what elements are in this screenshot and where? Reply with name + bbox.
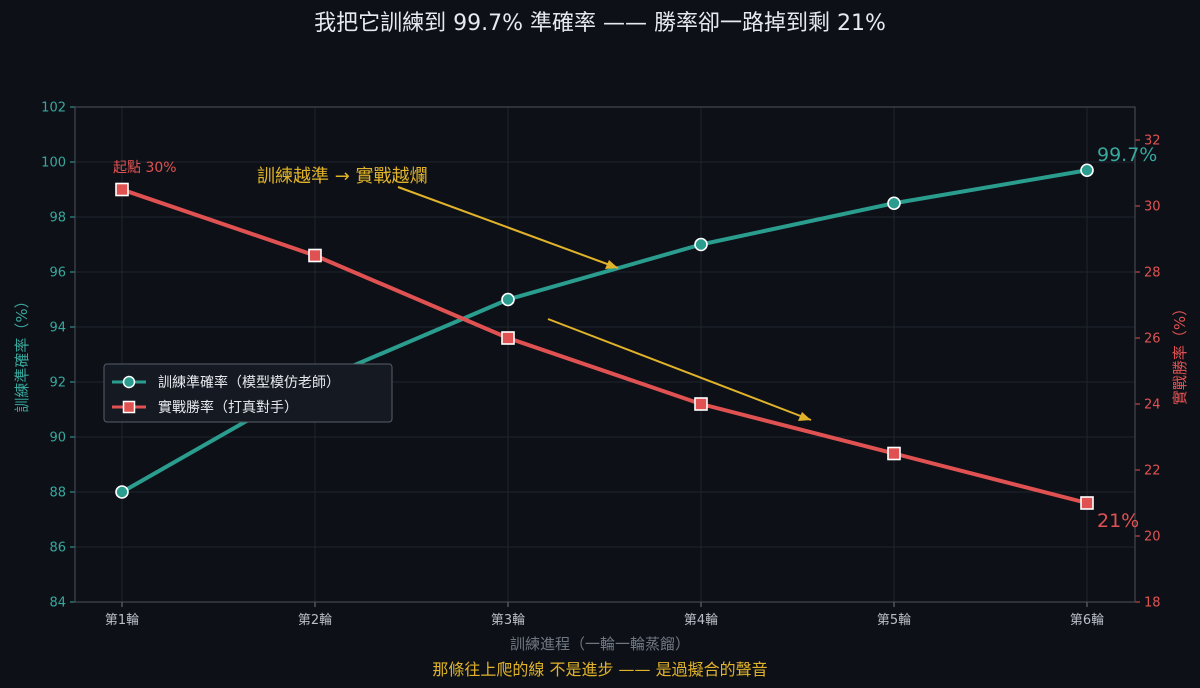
data-point-accuracy: [887, 196, 901, 211]
y-tick-label-right: 22: [1144, 464, 1161, 479]
annotation-arrow-1: [397, 186, 619, 269]
y-tick-label-left: 96: [49, 266, 66, 281]
y-tick-label-right: 24: [1144, 398, 1161, 413]
data-point-winrate: [1080, 496, 1094, 510]
annotation-arrowhead-1: [605, 260, 618, 269]
data-point-accuracy: [115, 485, 129, 499]
x-tick-label: 第1輪: [105, 612, 139, 628]
data-point-accuracy: [501, 292, 515, 307]
y-tick-label-left: 86: [49, 541, 66, 556]
chart-caption: 那條往上爬的線 不是進步 —— 是過擬合的聲音: [432, 660, 767, 679]
y-tick-label-right: 32: [1144, 134, 1161, 149]
series-line-winrate: [120, 187, 1089, 505]
chart-title: 我把它訓練到 99.7% 準確率 —— 勝率卻一路掉到剩 21%: [314, 11, 886, 36]
y-axis-label-left: 訓練準確率（%）: [13, 293, 31, 412]
y-tick-label-left: 84: [49, 596, 66, 611]
series-layer: [115, 163, 1094, 510]
series-line-accuracy: [120, 168, 1089, 494]
grid: [75, 106, 1135, 603]
y-tick-label-left: 98: [49, 211, 66, 226]
annotation-arrow-2: [547, 318, 812, 421]
y-tick-label-left: 102: [41, 101, 66, 116]
legend: 訓練準確率（模型模仿老師） 實戰勝率（打真對手）: [103, 363, 393, 423]
data-point-winrate: [887, 446, 901, 461]
plot-frame: [70, 106, 1140, 607]
y-tick-label-right: 30: [1144, 200, 1161, 215]
y-tick-label-right: 20: [1144, 530, 1161, 545]
data-point-accuracy: [1080, 163, 1094, 178]
y-tick-label-left: 94: [49, 321, 66, 336]
end-label-winrate: 21%: [1097, 510, 1139, 532]
legend-label-winrate: 實戰勝率（打真對手）: [158, 399, 298, 416]
annotation-arrowhead-2: [798, 412, 811, 421]
y-tick-label-right: 28: [1144, 266, 1161, 281]
y-tick-label-left: 100: [41, 156, 66, 171]
x-axis-label: 訓練進程（一輪一輪蒸餾）: [510, 635, 690, 653]
annotation-arrows: [397, 186, 812, 421]
data-point-winrate: [501, 331, 515, 345]
y-tick-label-left: 90: [49, 431, 66, 446]
data-point-winrate: [115, 182, 129, 197]
y-tick-label-left: 88: [49, 486, 66, 501]
x-tick-label: 第3輪: [491, 612, 525, 628]
data-point-winrate: [694, 397, 708, 411]
annotation-main: 訓練越準 → 實戰越爛: [257, 166, 428, 187]
legend-marker-accuracy: [122, 375, 136, 389]
end-label-accuracy: 99.7%: [1097, 144, 1157, 166]
y-tick-label-left: 92: [49, 376, 66, 391]
y-axis-label-right: 實戰勝率（%）: [1171, 301, 1189, 405]
plot-border: [74, 106, 1136, 603]
legend-label-accuracy: 訓練準確率（模型模仿老師）: [158, 374, 340, 391]
x-tick-label: 第5輪: [877, 612, 911, 628]
tick-labels: 84 86 88 90 92 94 96 98 100 102 18 20 22 24 26 28 30 32 第1…: [41, 101, 1160, 629]
y-tick-label-right: 18: [1144, 596, 1161, 611]
x-tick-label: 第4輪: [684, 612, 718, 628]
data-point-accuracy: [694, 237, 708, 252]
y-tick-label-right: 26: [1144, 332, 1161, 347]
legend-box: [103, 363, 393, 423]
annotation-start: 起點 30%: [113, 160, 177, 176]
data-point-winrate: [308, 248, 322, 263]
x-tick-label: 第6輪: [1070, 612, 1104, 628]
legend-marker-winrate: [122, 400, 136, 414]
x-tick-label: 第2輪: [298, 612, 332, 628]
